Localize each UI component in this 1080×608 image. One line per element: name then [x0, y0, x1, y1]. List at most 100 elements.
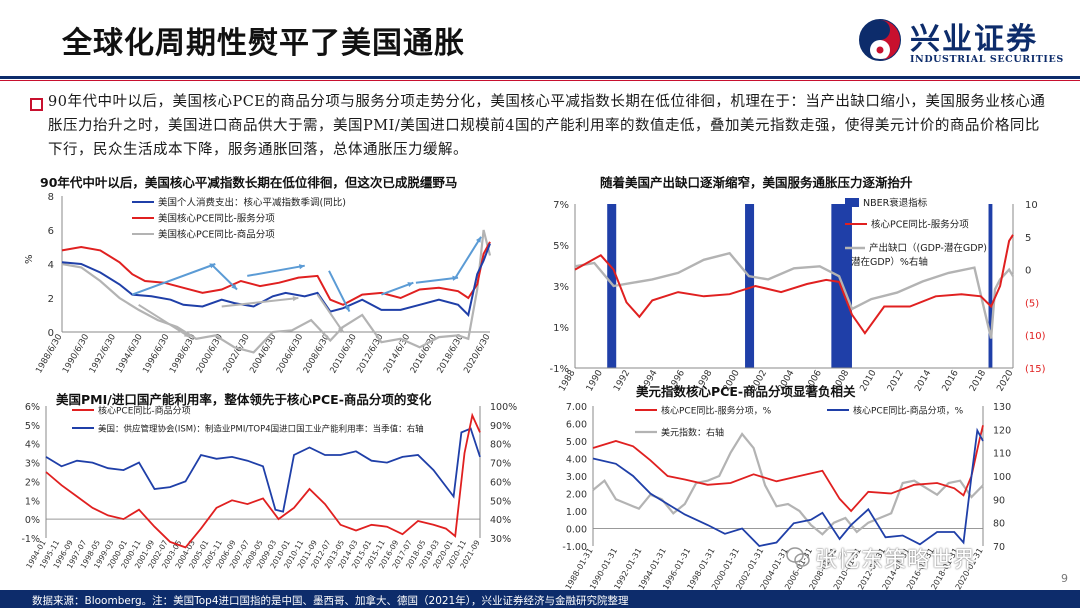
chart-1-xtick: 2012/6/30	[355, 333, 385, 376]
logo-text-cn: 兴业证券	[910, 22, 1038, 57]
chart-1-series-0	[61, 243, 491, 318]
chart-4-legend-label: 核心PCE同比-服务分项，%	[661, 405, 772, 417]
chart-1-xtick: 2018/6/30	[435, 333, 465, 376]
chart-1-trend-arrowhead	[183, 332, 190, 338]
chart-1-core-pce: 86420%1988/6/301990/6/301992/6/301994/6/…	[24, 192, 493, 376]
chart-4-ytick-right: 90	[993, 495, 1005, 506]
chart-2-legend-label-line: 潜在GDP）%右轴	[851, 256, 928, 268]
wechat-watermark-icon	[786, 547, 810, 567]
chart-3-ytick-left: -1%	[22, 534, 41, 545]
chart-3-ytick-right: 60%	[490, 477, 511, 488]
chart-1-trend-arrow	[221, 297, 299, 308]
chart-2-ytick-left: 1%	[553, 323, 569, 334]
chart-3-ytick-right: 40%	[490, 515, 511, 526]
chart-1-trend-arrow	[316, 294, 344, 333]
chart-4-ytick-left: 1.00	[566, 507, 587, 518]
chart-1-xtick: 1994/6/30	[114, 333, 144, 376]
chart-3-ytick-left: 6%	[25, 402, 40, 413]
chart-2-series-services	[574, 234, 1014, 335]
chart-1-legend-label: 美国个人消费支出：核心平减指数季调(同比)	[158, 197, 346, 209]
chart-2-ytick-right: (5)	[1025, 298, 1039, 309]
chart-1-series-1	[61, 241, 491, 306]
chart-4-ytick-right: 80	[993, 519, 1005, 530]
chart-1-trend-arrowhead	[209, 263, 216, 269]
chart-3-ytick-right: 100%	[490, 402, 517, 413]
chart-1-ytick: 8	[48, 192, 54, 203]
chart-1-trend-arrow	[138, 303, 191, 338]
chart-1-trend-arrow	[454, 236, 482, 279]
chart-2-title: 随着美国产出缺口逐渐缩窄，美国服务通胀压力逐渐抬升	[600, 175, 913, 190]
header-rule-accent	[0, 80, 1080, 81]
chart-2-ytick-left: 5%	[553, 241, 569, 252]
chart-1-series-2	[61, 229, 492, 354]
chart-3-ytick-left: 1%	[25, 496, 40, 507]
chart-2-recession-bar	[607, 204, 617, 368]
footer-source: 数据来源：Bloomberg。注：美国Top4进口国指的是中国、墨西哥、加拿大、…	[32, 595, 629, 607]
chart-2-ytick-right: (15)	[1025, 364, 1046, 375]
chart-4-ytick-left: 7.00	[566, 402, 587, 413]
chart-1-legend-label: 美国核心PCE同比-商品分项	[158, 229, 275, 241]
chart-1-xtick: 1990/6/30	[61, 333, 91, 376]
chart-4-ytick-left: 0.00	[566, 525, 587, 536]
chart-3-ytick-right: 30%	[490, 534, 511, 545]
chart-3-ytick-left: 5%	[25, 421, 40, 432]
logo-mark-icon	[859, 19, 901, 61]
chart-2-xtick: 2016	[941, 368, 961, 393]
chart-1-xtick: 1996/6/30	[141, 333, 171, 376]
chart-1-trend-arrowhead	[407, 282, 414, 288]
chart-2-legend-label-line: 产出缺口（(GDP-潜在GDP)	[869, 242, 987, 254]
chart-3-series-goods	[45, 412, 481, 549]
chart-2-ytick-left: 3%	[553, 282, 569, 293]
chart-1-trend-arrow	[381, 281, 414, 296]
chart-2-recession-bar	[988, 204, 993, 368]
chart-4-ytick-left: -1.00	[562, 542, 587, 553]
chart-4-legend-label: 美元指数：右轴	[661, 427, 724, 439]
chart-3-ytick-left: 0%	[25, 515, 40, 526]
slide-title: 全球化周期性熨平了美国通胀	[62, 26, 465, 61]
chart-4-series-services	[592, 425, 984, 513]
chart-4-ytick-left: 2.00	[566, 490, 587, 501]
chart-2-ytick-left: -1%	[550, 364, 569, 375]
chart-3-ytick-left: 2%	[25, 477, 40, 488]
chart-4-ytick-right: 70	[993, 542, 1005, 553]
chart-2-ytick-right: 10	[1025, 200, 1038, 211]
chart-2-xtick: 1990	[585, 368, 605, 393]
chart-3-ytick-left: 3%	[25, 459, 40, 470]
chart-4-ytick-right: 130	[993, 402, 1011, 413]
company-logo: 兴业证券 INDUSTRIAL SECURITIES	[858, 14, 1068, 72]
chart-1-trend-arrowhead	[292, 296, 299, 302]
watermark-text: 张忆东策略世界	[815, 548, 977, 573]
chart-3-ytick-right: 80%	[490, 440, 511, 451]
chart-1-xtick: 2006/6/30	[275, 333, 305, 376]
chart-3-pmi-utilization: 6% 5% 4% 3% 2% 1% 0% -1% 100% 90% 80% 70% 60% 50% 40% 3…	[22, 402, 518, 570]
chart-4-ytick-right: 100	[993, 472, 1011, 483]
chart-2-legend-label: NBER衰退指标	[863, 197, 928, 209]
chart-1-trend-arrowhead	[231, 283, 238, 290]
bullet-square-icon	[30, 98, 43, 111]
chart-2-ytick-right: 0	[1025, 266, 1031, 277]
footer-bar	[0, 590, 1080, 608]
chart-4-legend-label: 核心PCE同比-商品分项，%	[853, 405, 964, 417]
chart-2-ytick-left: 7%	[553, 200, 569, 211]
chart-1-trend-arrow	[415, 276, 459, 284]
chart-2-xtick: 2012	[886, 369, 906, 394]
chart-1-xtick: 1992/6/30	[88, 333, 118, 376]
chart-4-dollar-index: 7.00 6.00 5.00 4.00 3.00 2.00 1.00 0.00 -1.00 130…	[562, 402, 1011, 591]
chart-1-ylabel: %	[24, 254, 35, 264]
chart-4-title: 美元指数核心PCE-商品分项显著负相关	[636, 384, 856, 399]
chart-1-xtick: 2002/6/30	[221, 333, 251, 376]
chart-2-recession-bar	[745, 204, 755, 368]
page-number: 9	[1061, 572, 1068, 585]
header-rule	[0, 76, 1080, 79]
chart-3-ytick-left: 4%	[25, 440, 40, 451]
chart-2-xtick: 1992	[612, 369, 632, 394]
chart-2-xtick: 2020	[995, 368, 1015, 393]
chart-1-title: 90年代中叶以后，美国核心平减指数长期在低位徘徊，但这次已成脱缰野马	[40, 175, 458, 190]
chart-1-ytick: 0	[48, 328, 54, 339]
chart-1-ytick: 4	[48, 260, 54, 271]
chart-1-trend-arrow	[131, 263, 216, 296]
chart-2-legend-label: 产出缺口（(GDP-潜在GDP) 潜在GDP）%右轴	[851, 242, 987, 268]
chart-1-trend-arrow	[212, 264, 238, 291]
chart-1-ytick: 6	[48, 226, 54, 237]
chart-2-xtick: 2014	[913, 368, 933, 393]
